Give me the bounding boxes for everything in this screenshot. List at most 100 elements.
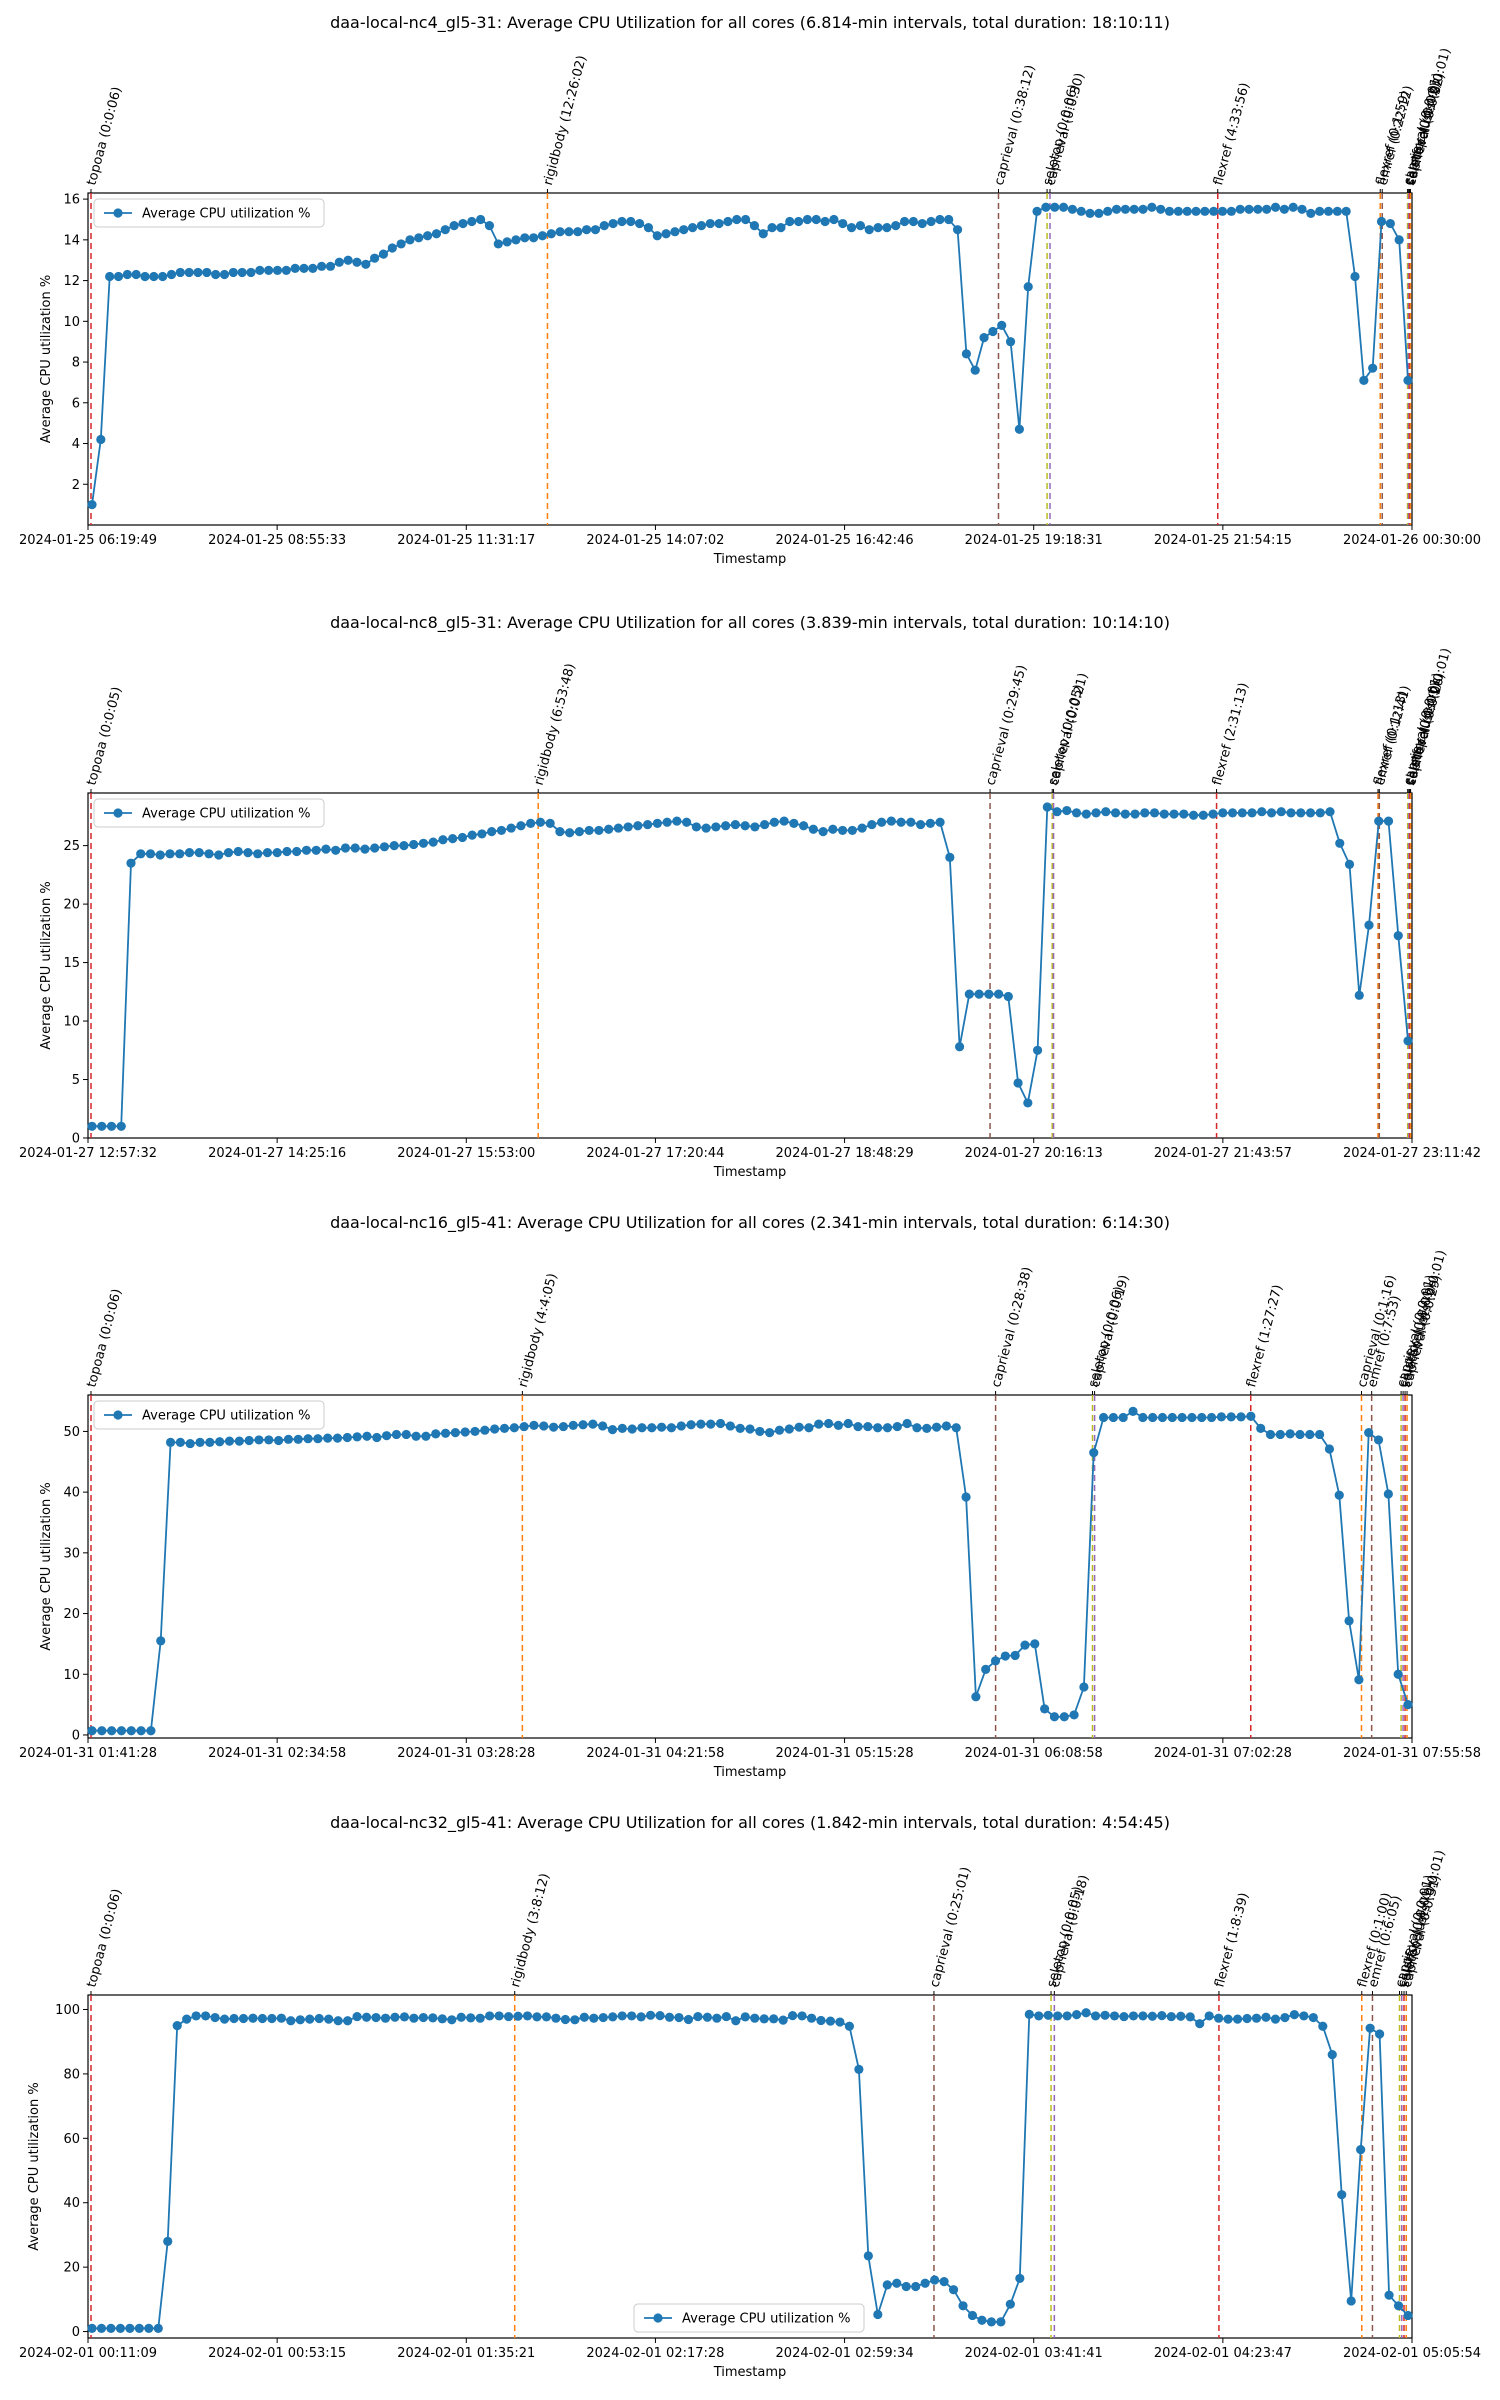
data-point xyxy=(1218,808,1228,818)
data-point xyxy=(1247,808,1257,818)
data-point xyxy=(122,269,132,280)
data-point xyxy=(437,2014,447,2024)
data-point xyxy=(1130,809,1140,819)
data-point xyxy=(838,218,848,229)
data-point xyxy=(361,2012,372,2022)
data-point xyxy=(891,220,901,231)
y-tick-label: 6 xyxy=(72,396,80,411)
data-point xyxy=(811,214,821,225)
data-point xyxy=(964,989,974,999)
data-point xyxy=(390,2012,400,2022)
data-point xyxy=(863,2251,873,2261)
data-point xyxy=(485,2011,495,2021)
data-point xyxy=(1217,206,1228,216)
data-point xyxy=(683,2014,694,2025)
legend-box xyxy=(93,198,325,228)
x-tick-label: 2024-02-01 00:11:09 xyxy=(19,2346,157,2361)
data-point xyxy=(902,1418,912,1429)
data-point xyxy=(1090,2011,1101,2021)
plot-frame xyxy=(87,792,1413,1139)
chart-panel-4: daa-local-nc32_gl5-41: Average CPU Utili… xyxy=(19,1813,1481,2380)
data-point xyxy=(1209,206,1219,216)
data-point xyxy=(1085,208,1095,218)
data-point xyxy=(1167,1412,1177,1423)
data-point xyxy=(1005,337,1016,347)
data-point xyxy=(767,223,777,233)
data-point xyxy=(202,267,212,278)
data-point xyxy=(1185,2012,1195,2022)
data-point xyxy=(1318,2021,1328,2031)
data-point xyxy=(1335,838,1345,848)
plot-frame xyxy=(87,1394,1413,1739)
data-point xyxy=(935,214,945,225)
data-point xyxy=(113,271,124,282)
y-tick-label: 10 xyxy=(63,1668,80,1683)
data-point xyxy=(570,2015,580,2025)
data-point xyxy=(115,2323,126,2333)
data-point xyxy=(652,818,662,829)
data-point xyxy=(87,1726,97,1736)
data-point xyxy=(165,1437,176,1447)
data-point xyxy=(334,257,344,267)
y-tick-label: 80 xyxy=(63,2067,80,2082)
legend-box xyxy=(633,2303,865,2333)
data-point xyxy=(958,2301,968,2311)
data-point xyxy=(305,2014,315,2024)
data-point xyxy=(1164,206,1175,216)
data-point xyxy=(1306,208,1316,218)
data-point xyxy=(1308,2012,1318,2023)
x-tick-label: 2024-01-27 15:53:00 xyxy=(397,1146,535,1161)
stage-label: caprieval (0:28:38) xyxy=(989,1265,1036,1389)
data-point xyxy=(272,265,283,275)
data-point xyxy=(794,1422,804,1432)
data-point xyxy=(608,2012,618,2022)
data-point xyxy=(1000,1651,1010,1661)
data-point xyxy=(1191,206,1201,216)
data-point xyxy=(1049,1712,1060,1722)
y-tick-label: 30 xyxy=(63,1546,80,1561)
data-point xyxy=(352,1432,362,1442)
data-point xyxy=(494,2011,504,2021)
data-point xyxy=(1013,1078,1023,1088)
data-point xyxy=(778,2015,788,2025)
chart-title: daa-local-nc32_gl5-41: Average CPU Utili… xyxy=(330,1813,1170,1833)
data-point xyxy=(823,1418,834,1429)
data-point xyxy=(584,825,594,836)
stage-label: topoaa (0:0:06) xyxy=(84,85,125,187)
data-point xyxy=(645,2010,656,2020)
data-point xyxy=(466,2013,476,2023)
data-point xyxy=(1103,206,1113,216)
data-point xyxy=(1120,204,1130,214)
data-point xyxy=(253,849,263,859)
data-point xyxy=(362,1431,372,1441)
data-point xyxy=(974,989,984,999)
stage-label: flexref (1:27:27) xyxy=(1244,1283,1286,1389)
data-point xyxy=(873,2309,883,2320)
data-point xyxy=(634,218,645,229)
x-tick-label: 2024-01-27 12:57:32 xyxy=(19,1146,157,1161)
legend-marker xyxy=(113,808,123,818)
data-point xyxy=(882,2280,892,2290)
data-point xyxy=(952,225,963,235)
data-point xyxy=(1108,1412,1118,1423)
stage-label: caprieval (0:38:12) xyxy=(992,63,1039,187)
data-point xyxy=(984,989,994,999)
data-point xyxy=(1003,991,1013,1002)
data-point xyxy=(431,229,442,239)
data-point xyxy=(1403,1036,1413,1046)
data-point xyxy=(882,1423,893,1433)
data-point xyxy=(636,2012,646,2022)
data-point xyxy=(1235,204,1245,214)
data-point xyxy=(769,2014,779,2024)
data-point xyxy=(979,333,989,343)
data-point xyxy=(941,1421,952,1431)
stage-label: topoaa (0:0:05) xyxy=(84,685,125,787)
data-point xyxy=(191,2011,201,2021)
stage-label: rigidbody (3:8:12) xyxy=(508,1872,553,1989)
data-point xyxy=(1315,1429,1325,1440)
data-point xyxy=(922,1423,932,1433)
data-point xyxy=(774,1425,785,1435)
data-point xyxy=(1129,204,1139,214)
data-point xyxy=(506,823,516,833)
data-point xyxy=(146,1726,156,1736)
